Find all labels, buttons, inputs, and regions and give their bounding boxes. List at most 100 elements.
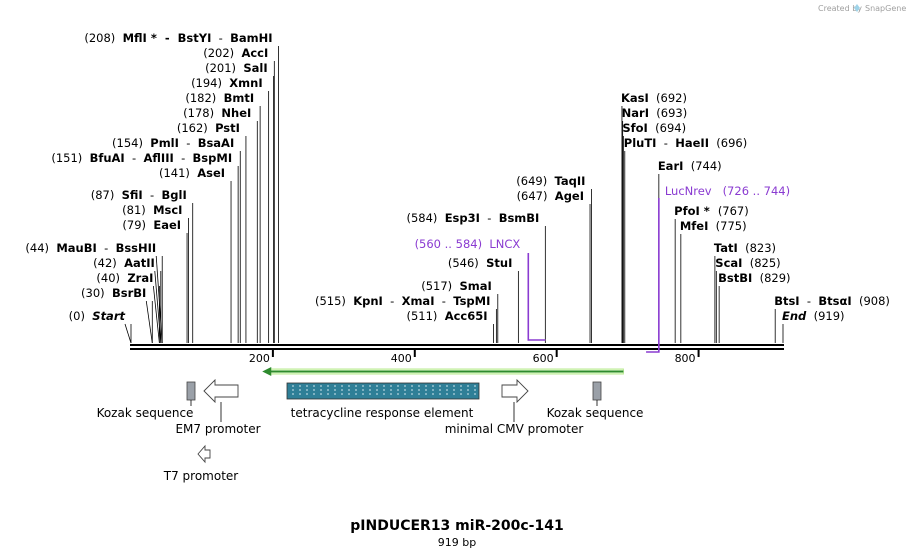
site-mfli[interactable]: (208) MflI * - BstYI - BamHI: [84, 31, 279, 343]
site-label-part: MauBI: [56, 241, 96, 255]
site-bstbi[interactable]: BstBI (829): [718, 271, 791, 343]
site-start[interactable]: (0) Start: [69, 309, 132, 344]
site-pluti[interactable]: PluTI - HaeII (696): [624, 136, 747, 343]
site-bfuai[interactable]: (151) BfuAI - AflIII - BspMI: [51, 151, 239, 343]
site-acc65i[interactable]: (511) Acc65I: [406, 309, 494, 343]
primer-lucnrev[interactable]: LucNrev (726 .. 744): [646, 184, 790, 353]
site-label: SfoI (694): [622, 121, 686, 135]
site-label-part: -: [800, 294, 819, 308]
feature-t7-promoter[interactable]: T7 promoter: [163, 444, 239, 483]
ruler-tick-label: 400: [391, 352, 412, 365]
feature-kozak-left[interactable]: Kozak sequence: [97, 381, 196, 420]
site-zrai[interactable]: (40) ZraI: [96, 271, 160, 344]
site-label-part: (40): [96, 271, 127, 285]
site-label-part: MfeI: [680, 219, 709, 233]
ruler-tick-label: 200: [249, 352, 270, 365]
site-label-part: (87): [91, 188, 122, 202]
site-label-part: XmaI: [402, 294, 435, 308]
site-acci[interactable]: (202) AccI: [203, 46, 275, 343]
site-label-part: PstI: [215, 121, 240, 135]
site-label-part: -: [383, 294, 402, 308]
restriction-sites: (0) Start (30) BsrBI(40) ZraI(42) AatII(4…: [25, 31, 890, 344]
site-taqii[interactable]: (649) TaqII: [516, 174, 592, 343]
site-bmti[interactable]: (182) BmtI: [185, 91, 261, 343]
site-label-part: (696): [709, 136, 747, 150]
site-label-part: (825): [742, 256, 780, 270]
site-label-part: AseI: [197, 166, 225, 180]
site-label-part: BspMI: [193, 151, 233, 165]
primer-label: LucNrev (726 .. 744): [665, 184, 790, 198]
site-pmli[interactable]: (154) PmlI - BsaAI: [112, 136, 241, 343]
ruler-tick-label: 800: [675, 352, 696, 365]
site-label: (30) BsrBI: [81, 286, 146, 300]
site-kasi[interactable]: KasI (692): [621, 91, 687, 343]
site-end[interactable]: End (919): [782, 309, 845, 343]
feature-label: Kozak sequence: [97, 406, 194, 420]
site-label-part: (201): [205, 61, 243, 75]
site-mfei[interactable]: MfeI (775): [680, 219, 747, 343]
site-label-part: MflI: [123, 31, 147, 45]
site-sfii[interactable]: (87) SfiI - BglI: [91, 188, 194, 343]
site-sali[interactable]: (201) SalI: [205, 61, 275, 343]
site-scai[interactable]: ScaI (825): [715, 256, 781, 343]
site-label-part: (42): [93, 256, 124, 270]
site-stui[interactable]: (546) StuI: [448, 256, 519, 343]
site-btsi[interactable]: BtsI - BtsαI (908): [774, 294, 890, 343]
map-title: pINDUCER13 miR-200c-141: [350, 518, 563, 534]
site-label: (81) MscI: [122, 203, 182, 217]
feature-kozak-right[interactable]: Kozak sequence: [547, 381, 644, 420]
site-label: (647) AgeI: [517, 189, 584, 203]
site-label-part: BglI: [162, 188, 187, 202]
site-label-part: (182): [185, 91, 223, 105]
site-label: (44) MauBI - BssHII: [25, 241, 156, 255]
site-label-part: (584): [406, 211, 444, 225]
site-esp3i[interactable]: (584) Esp3I - BsmBI: [406, 211, 546, 343]
site-label-part: BmtI: [224, 91, 255, 105]
arrow-left-icon: [197, 444, 211, 464]
site-psti[interactable]: (162) PstI: [177, 121, 247, 343]
site-eaei[interactable]: (79) EaeI: [122, 218, 188, 343]
site-label-part: BtsαI: [818, 294, 851, 308]
feature-box: [286, 382, 480, 400]
site-msci[interactable]: (81) MscI: [122, 203, 189, 343]
feature-em7-promoter[interactable]: EM7 promoter: [175, 378, 261, 436]
site-label-part: Acc65I: [445, 309, 488, 323]
site-smai[interactable]: (517) SmaI: [421, 279, 499, 343]
site-label-part: (908): [852, 294, 890, 308]
site-nari[interactable]: NarI (693): [622, 106, 688, 343]
site-xmni[interactable]: (194) XmnI: [191, 76, 270, 343]
site-label-part: NarI: [622, 106, 649, 120]
arrow-left-icon: [203, 378, 239, 404]
site-label-part: AatII: [124, 256, 155, 270]
site-bsrbi[interactable]: (30) BsrBI: [81, 286, 153, 344]
site-label-part: -: [179, 136, 198, 150]
ruler-tick-label: 600: [533, 352, 554, 365]
site-label: (208) MflI * - BstYI - BamHI: [84, 31, 272, 45]
site-agei[interactable]: (647) AgeI: [517, 189, 591, 343]
feature-green-arrow[interactable]: [262, 367, 624, 376]
site-label-part: AccI: [241, 46, 268, 60]
feature-min-cmv[interactable]: minimal CMV promoter: [445, 378, 584, 436]
site-label: EarI (744): [658, 159, 722, 173]
site-label-part: -: [480, 211, 499, 225]
site-leader: [155, 255, 163, 344]
site-sfoi[interactable]: SfoI (694): [622, 121, 686, 343]
site-kpni[interactable]: (515) KpnI - XmaI - TspMI: [315, 294, 497, 343]
feature-tre[interactable]: tetracycline response element: [286, 382, 480, 420]
site-pfoi[interactable]: PfoI * (767): [674, 204, 749, 343]
site-label-part: -: [125, 151, 144, 165]
site-label-part: -: [143, 188, 162, 202]
site-maubi[interactable]: (44) MauBI - BssHII: [25, 241, 163, 344]
site-label: (151) BfuAI - AflIII - BspMI: [51, 151, 232, 165]
site-aatii[interactable]: (42) AatII: [93, 256, 162, 344]
site-tati[interactable]: TatI (823): [714, 241, 776, 343]
site-label: (546) StuI: [448, 256, 512, 270]
primer-lncx[interactable]: (560 .. 584) LNCX: [415, 237, 546, 341]
site-label-part: SalI: [243, 61, 267, 75]
site-asei[interactable]: (141) AseI: [159, 166, 232, 343]
site-label-part: (744): [683, 159, 721, 173]
site-nhei[interactable]: (178) NheI: [183, 106, 258, 343]
site-label-part: (178): [183, 106, 221, 120]
site-label: (162) PstI: [177, 121, 240, 135]
